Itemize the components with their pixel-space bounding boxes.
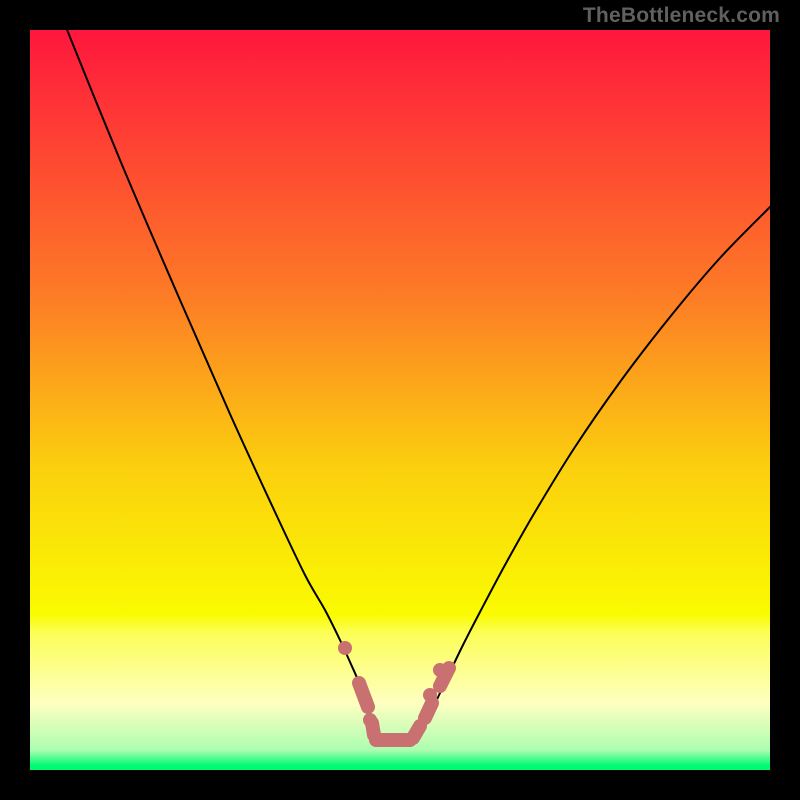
chart-container: TheBottleneck.com	[0, 0, 800, 800]
plot-area	[30, 30, 770, 770]
attribution-label: TheBottleneck.com	[583, 4, 780, 28]
